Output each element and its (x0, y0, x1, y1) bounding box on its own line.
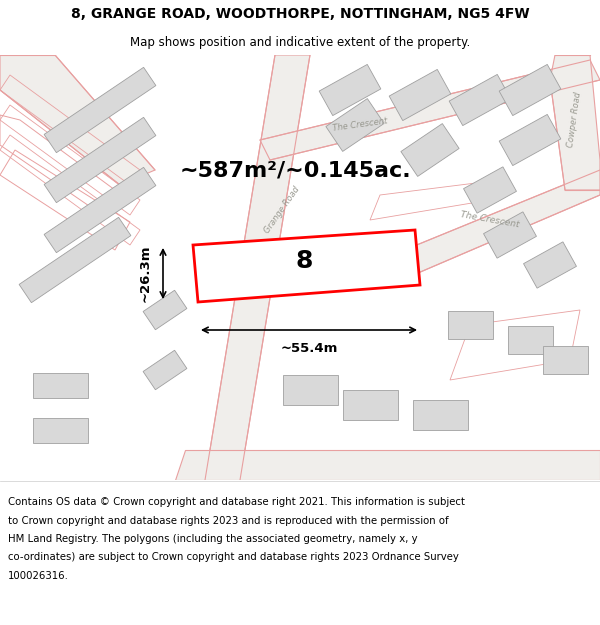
Polygon shape (32, 418, 88, 442)
Polygon shape (542, 346, 587, 374)
Polygon shape (326, 99, 384, 151)
Text: The Crescent: The Crescent (332, 117, 388, 133)
Polygon shape (143, 290, 187, 330)
Polygon shape (19, 217, 131, 302)
Polygon shape (260, 60, 600, 160)
Polygon shape (283, 375, 337, 405)
Text: The Crescent: The Crescent (460, 211, 520, 229)
Polygon shape (343, 390, 398, 420)
Polygon shape (524, 242, 577, 288)
Text: HM Land Registry. The polygons (including the associated geometry, namely x, y: HM Land Registry. The polygons (includin… (8, 534, 418, 544)
Text: Map shows position and indicative extent of the property.: Map shows position and indicative extent… (130, 36, 470, 49)
Polygon shape (380, 170, 600, 285)
Text: Cowper Road: Cowper Road (566, 92, 583, 148)
Polygon shape (550, 55, 600, 190)
Text: Grange Road: Grange Road (263, 185, 301, 235)
Polygon shape (175, 450, 600, 480)
Polygon shape (193, 230, 420, 302)
Polygon shape (0, 55, 155, 185)
Text: ~587m²/~0.145ac.: ~587m²/~0.145ac. (179, 160, 411, 180)
Polygon shape (319, 64, 381, 116)
Polygon shape (401, 124, 459, 176)
Polygon shape (32, 372, 88, 398)
Polygon shape (484, 212, 536, 258)
Polygon shape (44, 168, 156, 252)
Polygon shape (205, 55, 310, 480)
Polygon shape (44, 68, 156, 152)
Polygon shape (448, 311, 493, 339)
Text: 8, GRANGE ROAD, WOODTHORPE, NOTTINGHAM, NG5 4FW: 8, GRANGE ROAD, WOODTHORPE, NOTTINGHAM, … (71, 7, 529, 21)
Polygon shape (499, 114, 561, 166)
Text: to Crown copyright and database rights 2023 and is reproduced with the permissio: to Crown copyright and database rights 2… (8, 516, 449, 526)
Polygon shape (464, 167, 517, 213)
Polygon shape (449, 74, 511, 126)
Polygon shape (413, 400, 467, 430)
Polygon shape (143, 350, 187, 390)
Text: ~26.3m: ~26.3m (139, 245, 151, 302)
Text: 100026316.: 100026316. (8, 571, 69, 581)
Text: ~55.4m: ~55.4m (280, 341, 338, 354)
Text: co-ordinates) are subject to Crown copyright and database rights 2023 Ordnance S: co-ordinates) are subject to Crown copyr… (8, 552, 459, 562)
Polygon shape (389, 69, 451, 121)
Text: Contains OS data © Crown copyright and database right 2021. This information is : Contains OS data © Crown copyright and d… (8, 497, 465, 507)
Polygon shape (508, 326, 553, 354)
Polygon shape (499, 64, 561, 116)
Polygon shape (44, 118, 156, 202)
Text: 8: 8 (295, 249, 313, 272)
